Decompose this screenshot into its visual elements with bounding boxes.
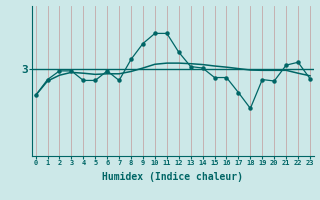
X-axis label: Humidex (Indice chaleur): Humidex (Indice chaleur) (102, 172, 243, 182)
